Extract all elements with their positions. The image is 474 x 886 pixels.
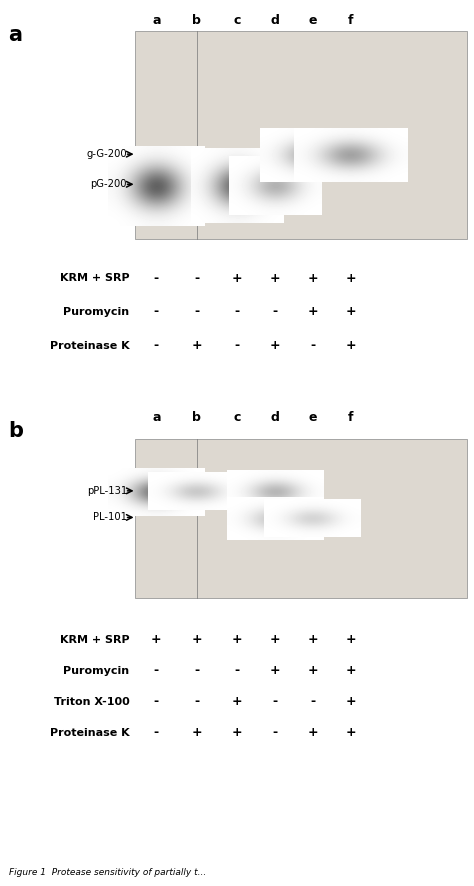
Text: +: + <box>270 272 280 284</box>
Text: +: + <box>191 727 202 739</box>
Text: pG-200: pG-200 <box>91 179 127 190</box>
Text: Puromycin: Puromycin <box>63 665 129 676</box>
Text: -: - <box>154 664 159 677</box>
Text: Puromycin: Puromycin <box>63 307 129 317</box>
Text: +: + <box>346 633 356 646</box>
Text: +: + <box>346 306 356 318</box>
Text: b: b <box>192 13 201 27</box>
Text: -: - <box>194 272 199 284</box>
Text: d: d <box>271 13 279 27</box>
Text: -: - <box>235 664 239 677</box>
Text: a: a <box>152 410 161 424</box>
Text: +: + <box>270 633 280 646</box>
Text: -: - <box>310 696 315 708</box>
Text: +: + <box>270 664 280 677</box>
Text: +: + <box>232 272 242 284</box>
Text: +: + <box>308 306 318 318</box>
Text: +: + <box>346 272 356 284</box>
Text: +: + <box>191 339 202 352</box>
Text: PL-101: PL-101 <box>93 512 127 523</box>
Bar <box>135 439 467 598</box>
Text: e: e <box>309 410 317 424</box>
Text: +: + <box>151 633 162 646</box>
Text: +: + <box>308 664 318 677</box>
Text: -: - <box>154 339 159 352</box>
Text: -: - <box>310 339 315 352</box>
Text: -: - <box>194 696 199 708</box>
Text: +: + <box>270 339 280 352</box>
Text: -: - <box>194 306 199 318</box>
Text: Proteinase K: Proteinase K <box>50 727 129 738</box>
Text: -: - <box>154 696 159 708</box>
Text: a: a <box>9 25 23 45</box>
Text: a: a <box>152 13 161 27</box>
Text: g-G-200: g-G-200 <box>86 149 127 159</box>
Text: +: + <box>232 727 242 739</box>
Text: -: - <box>154 727 159 739</box>
Text: c: c <box>233 13 241 27</box>
Text: Figure 1  Protease sensitivity of partially t...: Figure 1 Protease sensitivity of partial… <box>9 868 206 877</box>
Text: +: + <box>346 727 356 739</box>
Text: +: + <box>308 727 318 739</box>
Text: -: - <box>235 306 239 318</box>
Text: pPL-131: pPL-131 <box>87 486 127 496</box>
Text: c: c <box>233 410 241 424</box>
Text: -: - <box>273 727 277 739</box>
Text: Proteinase K: Proteinase K <box>50 340 129 351</box>
Text: KRM + SRP: KRM + SRP <box>60 634 129 645</box>
Text: +: + <box>346 339 356 352</box>
Text: -: - <box>154 272 159 284</box>
Text: +: + <box>232 633 242 646</box>
Text: +: + <box>346 664 356 677</box>
Text: +: + <box>232 696 242 708</box>
Text: +: + <box>346 696 356 708</box>
Text: KRM + SRP: KRM + SRP <box>60 273 129 284</box>
Text: -: - <box>235 339 239 352</box>
Text: d: d <box>271 410 279 424</box>
Text: b: b <box>9 421 24 441</box>
Text: -: - <box>194 664 199 677</box>
Text: +: + <box>191 633 202 646</box>
Text: f: f <box>348 13 354 27</box>
Text: b: b <box>192 410 201 424</box>
Text: -: - <box>273 696 277 708</box>
Text: +: + <box>308 633 318 646</box>
Text: e: e <box>309 13 317 27</box>
Text: -: - <box>154 306 159 318</box>
Text: +: + <box>308 272 318 284</box>
Text: -: - <box>273 306 277 318</box>
Bar <box>135 31 467 239</box>
Text: f: f <box>348 410 354 424</box>
Text: Triton X-100: Triton X-100 <box>54 696 129 707</box>
